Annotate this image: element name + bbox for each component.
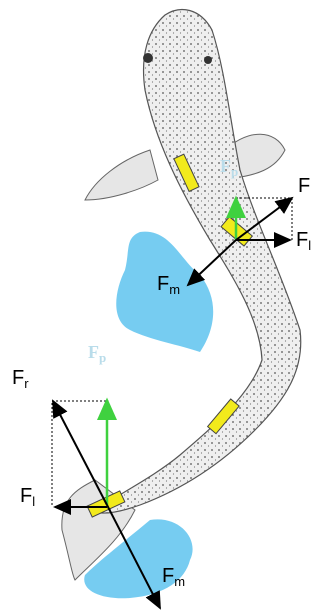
eye [143,53,153,63]
diagram: F Fl Fm Fp Fp Fr Fl Fm [0,0,314,615]
eye [204,56,212,64]
fish-texture [95,10,301,514]
force-label: Fp [88,342,106,365]
force-label: Fr [12,367,29,391]
force-label: F [298,175,310,197]
force-label: Fl [20,485,35,509]
fin [85,150,158,200]
force-label: Fl [296,229,311,253]
